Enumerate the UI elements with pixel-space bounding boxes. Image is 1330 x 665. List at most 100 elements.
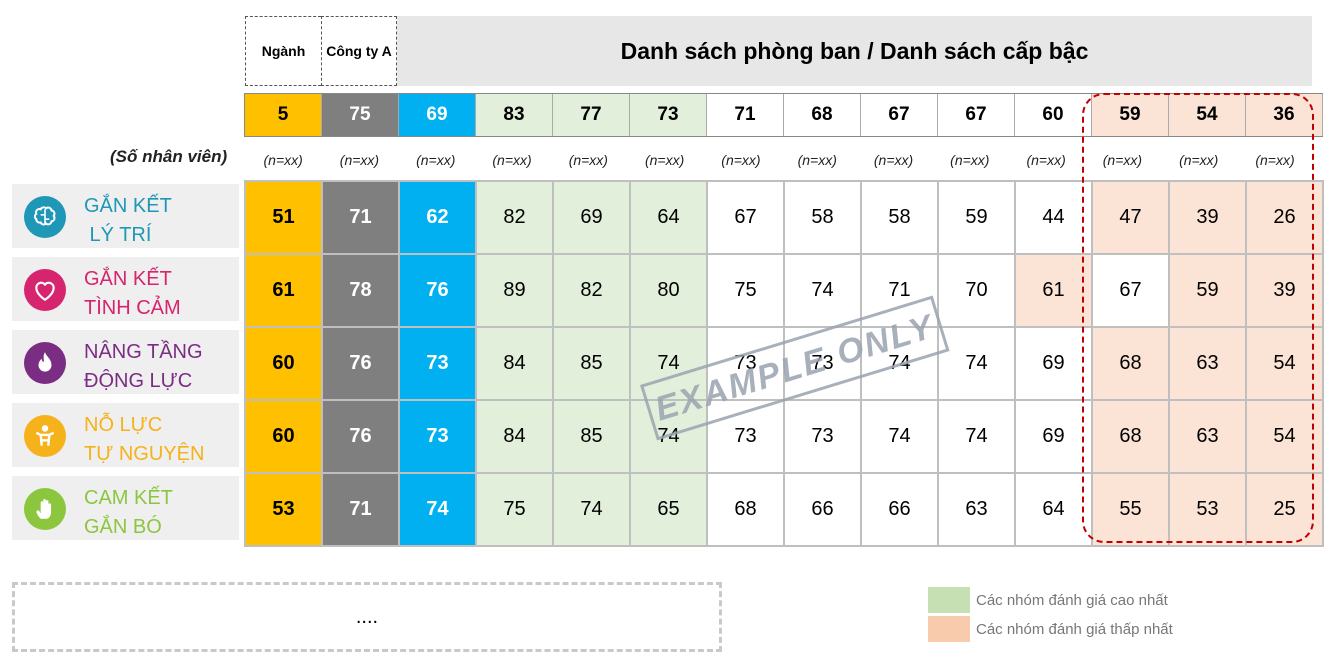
legend-highest-swatch <box>928 587 970 613</box>
score-cell: 74 <box>629 399 708 474</box>
score-cell: 73 <box>706 326 785 401</box>
score-cell: 75 <box>475 472 554 547</box>
legend-highest-label: Các nhóm đánh giá cao nhất <box>976 591 1168 609</box>
flame-icon <box>24 342 66 384</box>
sample-size-cell: (n=xx) <box>950 152 990 168</box>
score-cell: 76 <box>321 326 400 401</box>
score-cell: 68 <box>706 472 785 547</box>
employee-count-cell: 77 <box>553 94 630 136</box>
employee-count-label: (Số nhân viên) <box>110 147 228 166</box>
score-cell: 44 <box>1014 180 1093 255</box>
header-company: Công ty A <box>321 16 397 86</box>
score-cell: 39 <box>1168 180 1247 255</box>
score-cell: 68 <box>1091 326 1170 401</box>
sample-size-cell: (n=xx) <box>416 152 456 168</box>
score-cell: 64 <box>1014 472 1093 547</box>
score-cell: 85 <box>552 326 631 401</box>
employee-count-cell: 67 <box>861 94 938 136</box>
employee-count-cell: 73 <box>630 94 707 136</box>
score-cell: 74 <box>629 326 708 401</box>
sample-size-row: (n=xx) (n=xx) (n=xx) (n=xx) (n=xx) (n=xx) (n=x… <box>245 152 1313 168</box>
score-cell: 53 <box>244 472 323 547</box>
factor-label: GẮN KẾT LÝ TRÍ <box>84 195 172 246</box>
score-cell: 70 <box>937 253 1016 328</box>
score-cell: 74 <box>398 472 477 547</box>
score-cell: 63 <box>937 472 1016 547</box>
score-cell: 26 <box>1245 180 1324 255</box>
score-cell: 75 <box>706 253 785 328</box>
score-cell: 54 <box>1245 326 1324 401</box>
factor-label-box: CAM KẾT GẮN BÓ <box>12 476 239 540</box>
score-cell: 74 <box>937 399 1016 474</box>
score-cell: 64 <box>629 180 708 255</box>
header-departments-title: Danh sách phòng ban / Danh sách cấp bậc <box>397 16 1312 86</box>
person-icon <box>24 415 66 457</box>
score-cell: 73 <box>398 326 477 401</box>
score-cell: 71 <box>321 472 400 547</box>
table-row: 53 71 74 75 74 65 68 66 66 63 64 55 53 25 <box>244 472 1324 547</box>
factor-label: GẮN KẾT TÌNH CẢM <box>84 268 181 319</box>
score-cell: 69 <box>552 180 631 255</box>
factor-label-box: GẮN KẾT LÝ TRÍ <box>12 184 239 248</box>
score-cell: 54 <box>1245 399 1324 474</box>
score-cell: 84 <box>475 399 554 474</box>
factor-label-box: GẮN KẾT TÌNH CẢM <box>12 257 239 321</box>
score-cell: 60 <box>244 399 323 474</box>
score-cell: 68 <box>1091 399 1170 474</box>
employee-count-cell: 36 <box>1246 94 1323 136</box>
factor-label-box: NỖ LỰC TỰ NGUYỆN <box>12 403 239 467</box>
brain-icon <box>24 196 66 238</box>
sample-size-cell: (n=xx) <box>568 152 608 168</box>
score-cell: 61 <box>244 253 323 328</box>
employee-count-row: 5 75 69 83 77 73 71 68 67 67 60 59 54 36 <box>244 93 1323 137</box>
employee-count-cell: 71 <box>707 94 784 136</box>
score-cell: 67 <box>706 180 785 255</box>
score-cell: 58 <box>860 180 939 255</box>
hand-icon <box>24 488 66 530</box>
sample-size-cell: (n=xx) <box>873 152 914 168</box>
score-cell: 73 <box>783 326 862 401</box>
score-cell: 74 <box>860 326 939 401</box>
heart-icon <box>24 269 66 311</box>
score-cell: 59 <box>937 180 1016 255</box>
score-cell: 53 <box>1168 472 1247 547</box>
sample-size-cell: (n=xx) <box>339 152 380 168</box>
sample-size-cell: (n=xx) <box>1026 152 1066 168</box>
score-cell: 39 <box>1245 253 1324 328</box>
score-cell: 65 <box>629 472 708 547</box>
score-cell: 60 <box>244 326 323 401</box>
score-cell: 73 <box>398 399 477 474</box>
score-cell: 63 <box>1168 326 1247 401</box>
sample-size-cell: (n=xx) <box>1179 152 1219 168</box>
score-cell: 71 <box>321 180 400 255</box>
legend-lowest-swatch <box>928 616 970 642</box>
header-industry: Ngành <box>245 16 321 86</box>
score-cell: 25 <box>1245 472 1324 547</box>
table-row: 60 76 73 84 85 74 73 73 74 74 69 68 63 54 <box>244 399 1324 474</box>
employee-count-cell: 67 <box>938 94 1015 136</box>
sample-size-cell: (n=xx) <box>492 152 532 168</box>
more-placeholder-box: .... <box>12 582 722 652</box>
employee-count-cell: 60 <box>1015 94 1092 136</box>
score-cell: 69 <box>1014 326 1093 401</box>
score-cell: 69 <box>1014 399 1093 474</box>
score-cell: 80 <box>629 253 708 328</box>
sample-size-cell: (n=xx) <box>1102 152 1143 168</box>
score-cell: 74 <box>937 326 1016 401</box>
factor-label: CAM KẾT GẮN BÓ <box>84 487 173 538</box>
score-cell: 76 <box>398 253 477 328</box>
score-cell: 66 <box>783 472 862 547</box>
sample-size-cell: (n=xx) <box>1255 152 1295 168</box>
score-table: 51 71 62 82 69 64 67 58 58 59 44 47 39 26 61 78 76 89 82 80… <box>244 180 1324 547</box>
score-cell: 59 <box>1168 253 1247 328</box>
score-cell: 84 <box>475 326 554 401</box>
score-cell: 76 <box>321 399 400 474</box>
factor-label: NỖ LỰC TỰ NGUYỆN <box>84 414 205 465</box>
employee-count-cell: 59 <box>1092 94 1169 136</box>
table-row: 51 71 62 82 69 64 67 58 58 59 44 47 39 26 <box>244 180 1324 255</box>
factor-label-box: NÂNG TẦNG ĐỘNG LỰC <box>12 330 239 394</box>
score-cell: 73 <box>706 399 785 474</box>
score-cell: 66 <box>860 472 939 547</box>
employee-count-cell: 69 <box>399 94 476 136</box>
employee-count-cell: 68 <box>784 94 861 136</box>
